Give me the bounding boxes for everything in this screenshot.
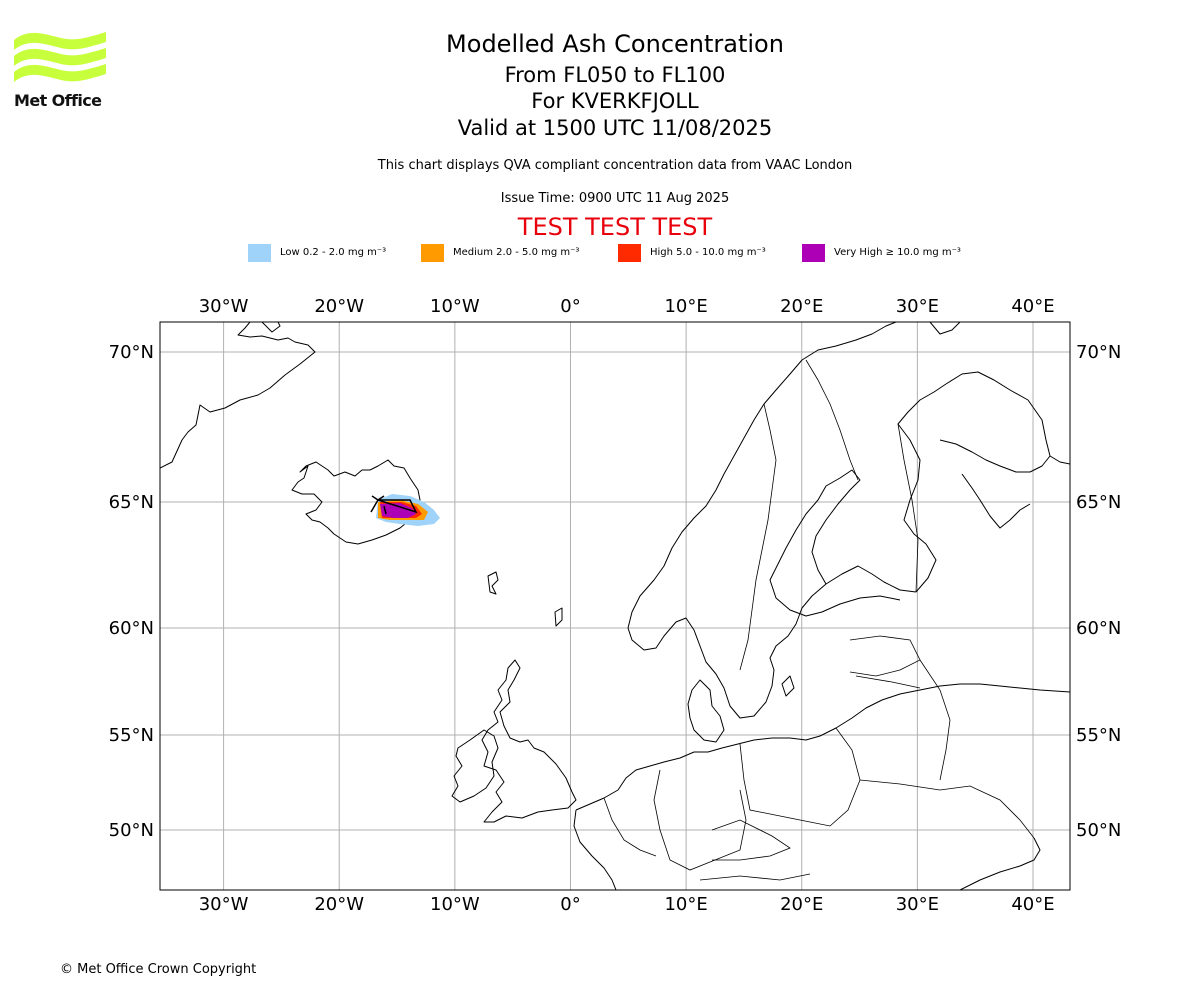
- logo-text: Met Office: [14, 91, 102, 110]
- ash-very-high-contour: [380, 503, 416, 518]
- coastline-gotland: [781, 675, 795, 697]
- lat-tick-label-left: 55°N: [109, 725, 154, 746]
- border-finland-russia: [897, 423, 919, 593]
- coastline-great-britain: [481, 659, 577, 823]
- coastline-france: [573, 809, 617, 890]
- legend-label-medium: Medium 2.0 - 5.0 mg m⁻³: [453, 247, 580, 258]
- coastline-norway-south: [627, 565, 917, 719]
- lon-tick-label-top: 20°W: [314, 296, 364, 317]
- coastline-black-sea: [959, 837, 1041, 890]
- map-gridlines: [160, 322, 1070, 890]
- coastline-denmark: [687, 679, 725, 743]
- coastline-kola: [945, 371, 1070, 465]
- lat-tick-label-right: 65°N: [1076, 492, 1121, 513]
- lat-tick-label-right: 50°N: [1076, 820, 1121, 841]
- border-norway-sweden: [739, 403, 777, 671]
- border-poland: [739, 727, 861, 827]
- copyright: © Met Office Crown Copyright: [60, 962, 257, 977]
- chart-title: Modelled Ash Concentration: [446, 30, 784, 58]
- lat-tick-label-left: 60°N: [109, 618, 154, 639]
- volcano-marker: [370, 495, 418, 515]
- flight-level-subtitle: From FL050 to FL100: [504, 63, 726, 87]
- legend-swatch-medium: [421, 244, 444, 262]
- qva-note: This chart displays QVA compliant concen…: [377, 158, 853, 173]
- coastline-faroes: [487, 571, 499, 595]
- lon-tick-label-top: 30°W: [199, 296, 249, 317]
- test-banner: TEST TEST TEST: [517, 213, 713, 241]
- volcano-subtitle: For KVERKFJOLL: [531, 89, 699, 113]
- ash-plume: [370, 494, 440, 526]
- met-office-waves-icon: [14, 32, 106, 82]
- border-baltics: [849, 635, 921, 689]
- coastline-greenland-north: [261, 322, 281, 333]
- map-frame: [159, 321, 1071, 891]
- legend-swatch-high: [618, 244, 641, 262]
- lon-tick-label-top: 10°W: [430, 296, 480, 317]
- legend-label-low: Low 0.2 - 2.0 mg m⁻³: [280, 247, 387, 258]
- border-belarus-ukraine: [859, 779, 1035, 839]
- lon-tick-label-top: 20°E: [780, 296, 823, 317]
- valid-time-subtitle: Valid at 1500 UTC 11/08/2025: [457, 116, 773, 140]
- coastline-ireland: [451, 729, 499, 803]
- coastline-gulf-bothnia: [769, 469, 901, 617]
- coastline-white-sea: [939, 439, 1051, 473]
- issue-time: Issue Time: 0900 UTC 11 Aug 2025: [500, 191, 730, 206]
- lon-tick-label-bottom: 0°: [560, 894, 580, 915]
- coastline-continent: [575, 683, 1070, 811]
- coastline-arctic-islands: [929, 322, 961, 335]
- coastline-scandinavia: [627, 322, 897, 629]
- lon-tick-label-top: 0°: [560, 296, 580, 317]
- border-russia-west: [919, 659, 951, 781]
- map-tick-labels: 30°W 30°W 20°W 20°W 10°W 10°W 0° 0° 10°E 10°E 20°E…: [109, 296, 1122, 915]
- lat-tick-label-left: 65°N: [109, 492, 154, 513]
- border-germany: [653, 769, 747, 871]
- lat-tick-label-left: 70°N: [109, 342, 154, 363]
- lon-tick-label-bottom: 30°W: [199, 894, 249, 915]
- lon-tick-label-bottom: 10°W: [430, 894, 480, 915]
- border-france-benelux: [603, 797, 657, 857]
- legend-swatch-low: [248, 244, 271, 262]
- legend-label-high: High 5.0 - 10.0 mg m⁻³: [650, 247, 766, 258]
- lon-tick-label-top: 10°E: [664, 296, 707, 317]
- lat-tick-label-left: 50°N: [109, 820, 154, 841]
- lon-tick-label-top: 40°E: [1011, 296, 1054, 317]
- lon-tick-label-bottom: 20°E: [780, 894, 823, 915]
- legend-label-very-high: Very High ≥ 10.0 mg m⁻³: [834, 247, 961, 258]
- coastline-white-sea-south: [961, 473, 1031, 529]
- lat-tick-label-right: 60°N: [1076, 618, 1121, 639]
- coastline-baltic-east: [897, 383, 947, 593]
- lon-tick-label-bottom: 30°E: [896, 894, 939, 915]
- lon-tick-label-bottom: 10°E: [664, 894, 707, 915]
- border-czech-austria: [699, 819, 811, 881]
- lat-tick-label-right: 70°N: [1076, 342, 1121, 363]
- lon-tick-label-bottom: 20°W: [314, 894, 364, 915]
- coastline-shetland: [554, 607, 563, 627]
- lat-tick-label-right: 55°N: [1076, 725, 1121, 746]
- coastline-greenland: [160, 322, 316, 469]
- border-sweden-finland: [805, 359, 859, 481]
- lon-tick-label-top: 30°E: [896, 296, 939, 317]
- met-office-logo: Met Office: [14, 30, 109, 112]
- legend-swatch-very-high: [802, 244, 825, 262]
- lon-tick-label-bottom: 40°E: [1011, 894, 1054, 915]
